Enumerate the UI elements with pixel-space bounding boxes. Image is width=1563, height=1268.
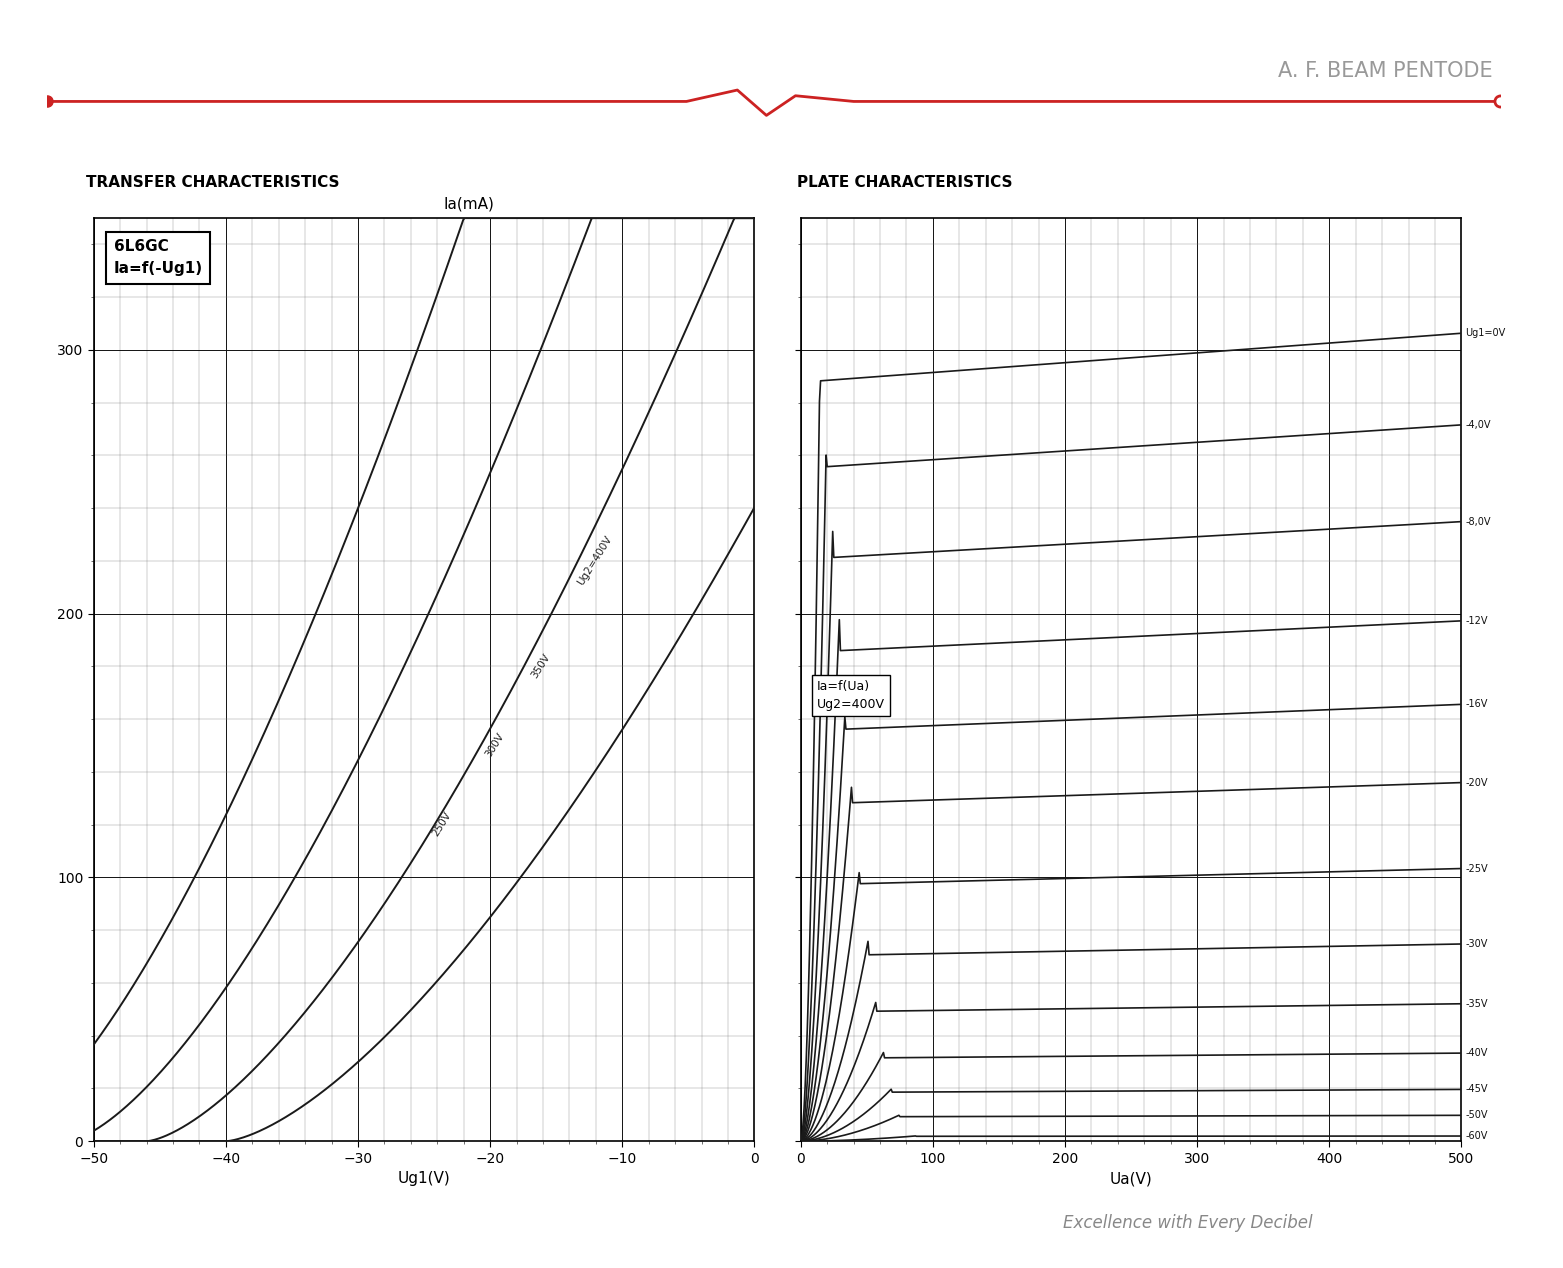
Text: -12V: -12V: [1466, 616, 1488, 626]
Text: -25V: -25V: [1466, 864, 1488, 874]
X-axis label: Ug1(V): Ug1(V): [397, 1172, 450, 1186]
Text: -35V: -35V: [1466, 999, 1488, 1009]
Text: 300V: 300V: [483, 730, 506, 758]
Text: 6L6GC
Ia=f(-Ug1): 6L6GC Ia=f(-Ug1): [114, 240, 203, 276]
X-axis label: Ua(V): Ua(V): [1110, 1172, 1152, 1186]
Text: -60V: -60V: [1466, 1131, 1488, 1141]
Text: -8,0V: -8,0V: [1466, 516, 1491, 526]
Text: -16V: -16V: [1466, 700, 1488, 709]
Text: Ia=f(Ua)
Ug2=400V: Ia=f(Ua) Ug2=400V: [816, 680, 885, 710]
Text: 250V: 250V: [431, 810, 453, 838]
Text: TRANSFER CHARACTERISTICS: TRANSFER CHARACTERISTICS: [86, 175, 339, 190]
Text: Ug2=400V: Ug2=400V: [577, 534, 614, 587]
Text: Ia(mA): Ia(mA): [444, 197, 494, 212]
Text: -4,0V: -4,0V: [1466, 420, 1491, 430]
Text: -45V: -45V: [1466, 1084, 1488, 1094]
Text: -20V: -20V: [1466, 777, 1488, 787]
Text: -30V: -30V: [1466, 940, 1488, 948]
Text: -40V: -40V: [1466, 1049, 1488, 1058]
Text: -50V: -50V: [1466, 1111, 1488, 1121]
Text: A. F. BEAM PENTODE: A. F. BEAM PENTODE: [1279, 61, 1493, 81]
Text: 350V: 350V: [530, 652, 553, 680]
Text: PLATE CHARACTERISTICS: PLATE CHARACTERISTICS: [797, 175, 1013, 190]
Text: Ug1=0V: Ug1=0V: [1466, 328, 1505, 339]
Text: Excellence with Every Decibel: Excellence with Every Decibel: [1063, 1215, 1313, 1232]
